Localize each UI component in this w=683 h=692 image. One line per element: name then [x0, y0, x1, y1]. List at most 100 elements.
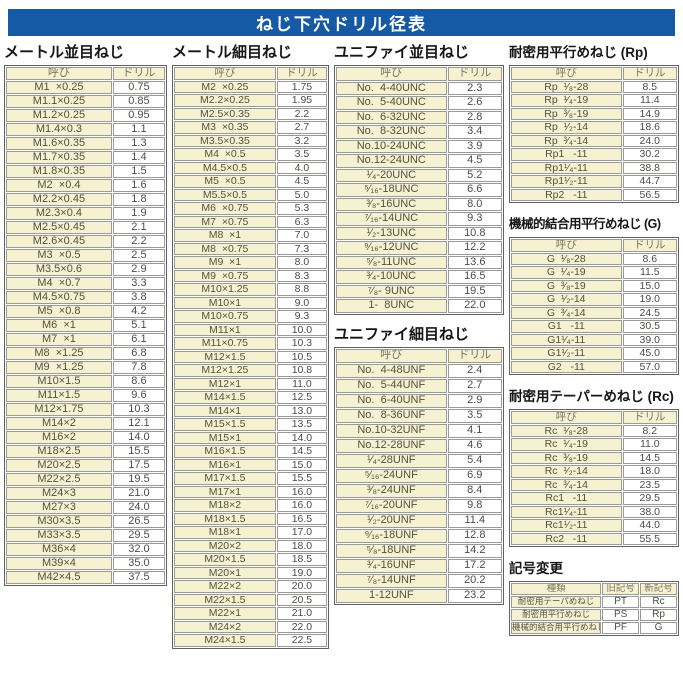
table-row: Rp1 -11 30.2: [511, 148, 677, 161]
thread-size-cell: M18×2.5: [6, 445, 112, 458]
thread-size-cell: M14×1.5: [174, 391, 276, 404]
thread-size-cell: 1- 8UNC: [336, 299, 447, 313]
column-header-name: 呼び: [511, 67, 622, 80]
table-row: Rc1¹⁄₂-11 44.0: [511, 519, 677, 532]
thread-size-cell: Rc ¹⁄₄-19: [511, 438, 622, 451]
thread-size-cell: M2.5×0.45: [6, 221, 112, 234]
thread-size-cell: M12×1.5: [174, 350, 276, 363]
thread-size-cell: Rp1¹⁄₄-11: [511, 161, 622, 174]
drill-size-cell: 32.0: [112, 543, 165, 556]
section-title-metric-fine: メートル細目ねじ: [172, 44, 293, 61]
drill-size-cell: 8.6: [112, 375, 165, 388]
table-row: Rc1¹⁄₄-11 38.0: [511, 505, 677, 518]
table-row: Rc2 -11 55.5: [511, 532, 677, 545]
table-row: ¹⁄₂-13UNC 10.8: [336, 226, 502, 240]
drill-size-cell: 2.2: [112, 235, 165, 248]
thread-size-cell: ⁵⁄₈-18UNF: [336, 543, 447, 558]
table-row: M39×4 35.0: [6, 557, 165, 570]
table-row: M16×2 14.0: [6, 431, 165, 444]
thread-size-cell: Rp ³⁄₄-14: [511, 134, 622, 147]
table-row: M14×1.5 12.5: [174, 391, 327, 404]
drill-size-cell: 1.6: [112, 179, 165, 192]
drill-size-cell: 24.0: [622, 134, 677, 147]
drill-size-cell: 56.5: [622, 188, 677, 201]
drill-size-cell: 3.9: [447, 139, 502, 153]
table-row: G1¹⁄₂-11 45.0: [511, 347, 677, 360]
table-row: M1.6×0.35 1.3: [6, 137, 165, 150]
column-header-drill: ドリル: [276, 67, 327, 80]
drill-size-cell: 1.4: [112, 151, 165, 164]
drill-size-cell: 18.5: [276, 553, 327, 566]
table-row: M10×0.75 9.3: [174, 310, 327, 323]
drill-size-cell: 18.0: [276, 539, 327, 552]
thread-size-cell: M12×1.25: [174, 364, 276, 377]
drill-size-cell: 10.8: [447, 226, 502, 240]
table-row: 耐密用テーパめねじ PT Rc: [511, 595, 677, 608]
thread-size-cell: ⁵⁄₁₆-24UNF: [336, 468, 447, 483]
table-row: M22×1 21.0: [174, 607, 327, 620]
thread-size-cell: M24×3: [6, 487, 112, 500]
drill-size-cell: 2.1: [112, 221, 165, 234]
table-row: M11×0.75 10.3: [174, 337, 327, 350]
table-row: M1 ×0.25 0.75: [6, 81, 165, 94]
drill-size-cell: 2.7: [447, 378, 502, 393]
table-row: ⁵⁄₁₆-24UNF 6.9: [336, 468, 502, 483]
table-row: M2.5×0.35 2.2: [174, 107, 327, 120]
thread-size-cell: Rp ¹⁄₈-28: [511, 80, 622, 93]
table-row: M5 ×0.8 4.2: [6, 305, 165, 318]
thread-size-cell: M2 ×0.4: [6, 179, 112, 192]
thread-size-cell: G1¹⁄₄-11: [511, 333, 622, 346]
drill-size-cell: 14.9: [622, 107, 677, 120]
drill-size-cell: 3.2: [276, 134, 327, 147]
drill-size-cell: 1.75: [276, 80, 327, 93]
table-row: M5 ×0.5 4.5: [174, 175, 327, 188]
thread-size-cell: No. 6-32UNC: [336, 110, 447, 124]
drill-size-cell: 11.0: [276, 377, 327, 390]
table-row: ³⁄₄-10UNC 16.5: [336, 270, 502, 284]
thread-size-cell: Rp1¹⁄₂-11: [511, 175, 622, 188]
column-header-name: 呼び: [336, 67, 447, 81]
table-row: M27×3 24.0: [6, 501, 165, 514]
thread-size-cell: G1 -11: [511, 320, 622, 333]
drill-size-cell: 19.0: [276, 566, 327, 579]
column-header-drill: ドリル: [447, 348, 502, 363]
thread-size-cell: M10×1.25: [174, 283, 276, 296]
drill-size-cell: 5.2: [447, 168, 502, 182]
drill-size-cell: 3.5: [276, 148, 327, 161]
thread-size-cell: M17×1: [174, 485, 276, 498]
thread-size-cell: M36×4: [6, 543, 112, 556]
table-row: Rc ¹⁄₂-14 18.0: [511, 465, 677, 478]
drill-size-cell: 1.8: [112, 193, 165, 206]
drill-size-cell: 6.6: [447, 183, 502, 197]
drill-size-cell: 3.8: [112, 291, 165, 304]
thread-size-cell: 1-12UNF: [336, 588, 447, 603]
thread-size-cell: ¹⁄₄-20UNC: [336, 168, 447, 182]
thread-size-cell: M5 ×0.5: [174, 175, 276, 188]
table-row: M11×1.5 9.6: [6, 389, 165, 402]
column-header-name: 呼び: [336, 348, 447, 363]
table-row: ⁵⁄₁₆-18UNC 6.6: [336, 183, 502, 197]
table-row: M3 ×0.5 2.5: [6, 249, 165, 262]
drill-size-cell: 17.2: [447, 558, 502, 573]
drill-size-cell: 2.7: [276, 121, 327, 134]
metric-fine-table: 呼び ドリル M2 ×0.25 1.75 M2.2×0.25 1.95: [172, 65, 329, 649]
table-row: Rp ¹⁄₄-19 11.4: [511, 94, 677, 107]
thread-size-cell: No. 8-32UNC: [336, 125, 447, 139]
drill-size-cell: 10.3: [276, 337, 327, 350]
thread-size-cell: M11×1.5: [6, 389, 112, 402]
section-title-symbol-change: 記号変更: [509, 561, 563, 576]
drill-size-cell: 12.1: [112, 417, 165, 430]
table-row: Rp ¹⁄₂-14 18.6: [511, 121, 677, 134]
drill-size-cell: 44.0: [622, 519, 677, 532]
table-row: M24×2 22.0: [174, 620, 327, 633]
thread-size-cell: M2.6×0.45: [6, 235, 112, 248]
table-row: M6 ×0.75 5.3: [174, 202, 327, 215]
drill-size-cell: 0.85: [112, 95, 165, 108]
drill-size-cell: 24.5: [622, 306, 677, 319]
symbol-change-table: 種類 旧記号 新記号 耐密用テーパめねじ PT Rc 耐密用平行めねじ PS: [509, 581, 679, 636]
drill-size-cell: 13.0: [276, 404, 327, 417]
old-symbol-cell: PT: [602, 595, 640, 608]
thread-size-cell: M6 ×0.75: [174, 202, 276, 215]
thread-size-cell: M30×3.5: [6, 515, 112, 528]
table-row: M20×2 18.0: [174, 539, 327, 552]
